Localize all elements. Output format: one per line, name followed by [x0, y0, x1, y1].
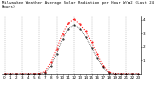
Text: Milwaukee Weather Average Solar Radiation per Hour W/m2 (Last 24 Hours): Milwaukee Weather Average Solar Radiatio… [2, 1, 154, 9]
